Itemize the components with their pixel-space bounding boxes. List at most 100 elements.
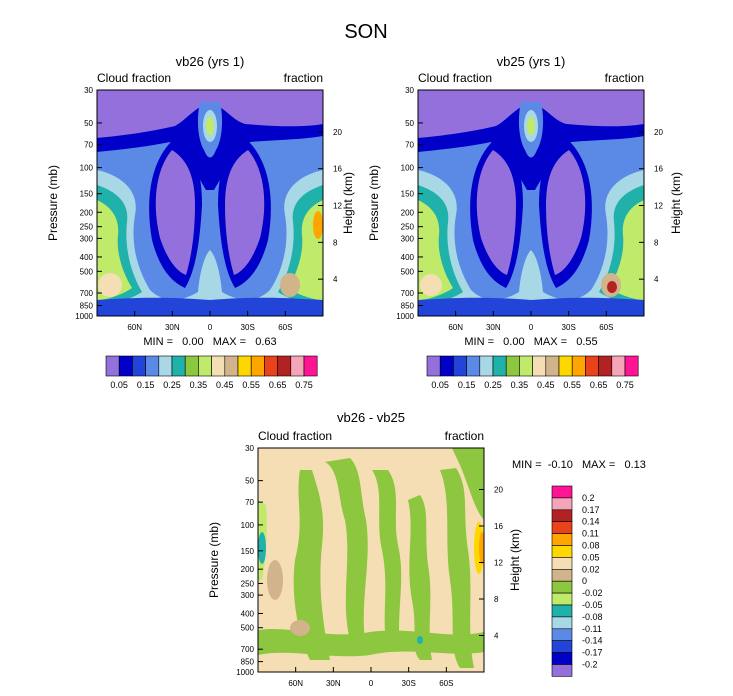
colorbar-label: 0.35 [511, 380, 529, 390]
colorbar-swatch [492, 355, 507, 377]
x-tick-label: 30N [326, 679, 341, 688]
colorbar-swatch [551, 545, 573, 558]
contour-fill [98, 273, 122, 297]
colorbar-swatch [551, 640, 573, 653]
panel-vb26: vb26 (yrs 1) Cloud fraction fraction [46, 54, 355, 390]
colorbar-swatch [551, 509, 573, 522]
colorbar-label: 0.11 [582, 529, 599, 539]
colorbar-swatch [551, 521, 573, 534]
y-tick-label: 1000 [236, 668, 254, 677]
y2-tick-label: 16 [654, 165, 663, 174]
contour-field [97, 90, 323, 316]
contour-fill [313, 211, 323, 239]
y-tick-label: 100 [80, 164, 94, 173]
y-tick-label: 250 [241, 579, 255, 588]
colorbar-swatch [585, 355, 599, 377]
x-tick-label: 30N [486, 323, 501, 332]
colorbar: 0.05 0.15 0.25 0.35 0.45 0.55 0.65 0.75 [105, 355, 318, 390]
colorbar-swatch [551, 616, 573, 630]
colorbar: 0.05 0.15 0.25 0.35 0.45 0.55 0.65 0.75 [426, 355, 639, 390]
y2-tick-label: 20 [494, 485, 503, 494]
colorbar-label: 0.55 [242, 380, 260, 390]
colorbar-swatch [551, 557, 573, 570]
y-tick-label: 50 [405, 119, 414, 128]
contour-fill [155, 150, 195, 275]
y-tick-label: 150 [401, 190, 415, 199]
contour-fill [267, 560, 283, 600]
colorbar-label: 0.02 [582, 564, 600, 574]
y-tick-label: 700 [80, 289, 94, 298]
y2-tick-label: 8 [494, 595, 499, 604]
colorbar-label: 0.65 [269, 380, 287, 390]
x-tick-label: 30S [402, 679, 416, 688]
colorbar-label: -0.02 [582, 588, 603, 598]
colorbar-label: 0.2 [582, 493, 595, 503]
colorbar-label: 0.45 [216, 380, 234, 390]
colorbar-swatch [224, 355, 239, 377]
colorbar-label: 0.75 [616, 380, 634, 390]
y2-axis-ticks: 20 16 12 8 4 [318, 128, 342, 284]
y-tick-label: 1000 [396, 312, 414, 321]
right-string: fraction [284, 71, 323, 85]
y2-tick-label: 8 [654, 238, 659, 247]
right-string: fraction [445, 429, 484, 443]
colorbar-swatch [545, 355, 560, 377]
contour-fill [607, 281, 617, 293]
y-tick-label: 150 [80, 190, 94, 199]
colorbar-label: -0.14 [582, 636, 603, 646]
colorbar-swatch [145, 355, 160, 377]
y-tick-label: 50 [84, 119, 93, 128]
y2-tick-label: 4 [494, 631, 499, 640]
colorbar-swatch [277, 355, 292, 377]
contour-fill [290, 620, 310, 636]
y-tick-label: 30 [245, 444, 254, 453]
colorbar-swatch [551, 652, 573, 665]
y-tick-label: 500 [80, 267, 94, 276]
colorbar-swatch [551, 664, 573, 677]
x-tick-label: 60N [448, 323, 463, 332]
colorbar-label: -0.11 [582, 624, 602, 634]
colorbar-swatch [519, 355, 533, 377]
contour-fill [417, 636, 423, 644]
colorbar-swatch [551, 628, 573, 641]
min-max-stats: MIN = 0.00 MAX = 0.55 [464, 336, 597, 348]
colorbar-label: 0.08 [582, 541, 600, 551]
x-tick-label: 60S [439, 679, 453, 688]
y2-axis-ticks: 20 16 12 8 4 [639, 128, 663, 284]
colorbar-label: -0.08 [582, 612, 603, 622]
colorbar-swatch [466, 355, 481, 377]
colorbar-swatch [198, 355, 212, 377]
colorbar-swatch [439, 355, 454, 377]
contour-fill [293, 470, 330, 660]
left-string: Cloud fraction [418, 71, 492, 85]
y2-tick-label: 12 [654, 202, 663, 211]
y-tick-label: 100 [401, 164, 415, 173]
y-tick-label: 70 [245, 498, 254, 507]
colorbar-label: 0.65 [590, 380, 608, 390]
colorbar-swatch [551, 497, 573, 511]
colorbar-swatch [290, 355, 305, 377]
contour-fill [609, 200, 644, 300]
colorbar-swatch [505, 355, 520, 377]
y-tick-label: 1000 [75, 312, 93, 321]
y2-tick-label: 4 [333, 275, 338, 284]
contour-field [258, 448, 484, 672]
min-max-stats: MIN = 0.00 MAX = 0.63 [143, 336, 276, 348]
contour-fill [418, 297, 644, 316]
y-tick-label: 400 [401, 253, 415, 262]
y-tick-label: 700 [401, 289, 415, 298]
panel-title: vb26 - vb25 [337, 410, 405, 425]
colorbar-swatch [479, 355, 494, 377]
left-string: Cloud fraction [97, 71, 171, 85]
colorbar-swatch [551, 604, 573, 618]
x-axis-ticks: 60N 30N 0 30S 60S [127, 311, 292, 332]
colorbar-swatch [551, 580, 573, 594]
colorbar-swatch [264, 355, 278, 377]
colorbar-swatch [624, 355, 639, 377]
colorbar-label: 0.05 [110, 380, 128, 390]
contour-fill [280, 273, 300, 297]
colorbar-swatch [551, 592, 573, 606]
contour-fill [479, 532, 484, 564]
panel-title: vb26 (yrs 1) [176, 54, 245, 69]
colorbar-swatch [611, 355, 626, 377]
